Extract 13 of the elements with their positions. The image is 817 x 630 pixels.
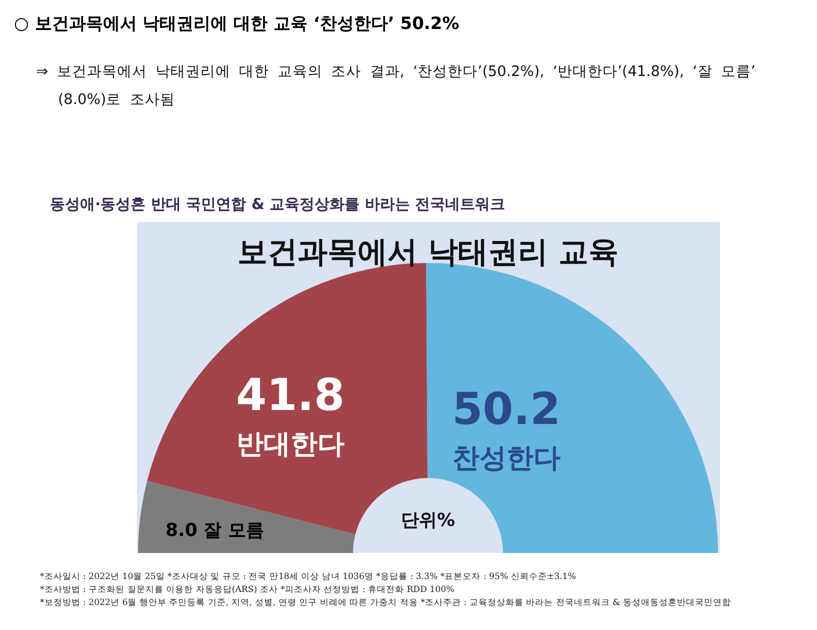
text: ⇒ 보건과목에서 낙태권리에 대한 교육의 조사 결과, ‘찬성한다’(50.2%), ‘반대한다’(41.8%), ‘잘 모름’ (8.0%)로 조사됨 bbox=[36, 63, 756, 110]
data-label: 41.8 bbox=[236, 370, 345, 422]
data-label: 50.2 bbox=[452, 384, 561, 435]
text: *보정방법 : 2022년 6월 행안부 주민등록 기준, 지역, 성별, 연령 인구 비례에 따른 가중치 적용 *조사주관 : 교육정상화를 바라는 전국네트워크 & 동성애동성혼반대국민연합 bbox=[40, 597, 731, 609]
text: *조사방법 : 구조화된 질문지를 이용한 자동응답(ARS) 조사 *피조사자 선정방법 : 휴대전화 RDD 100% bbox=[40, 584, 454, 596]
slice-label: 8.0 잘 모름 bbox=[165, 520, 264, 542]
text: 동성애·동성혼 반대 국민연합 & 교육정상화를 바라는 전국네트워크 bbox=[50, 195, 506, 214]
slice-label: 반대한다 bbox=[236, 429, 344, 460]
text: *조사일시 : 2022년 10월 25일 *조사대상 및 규모 : 전국 만18세 이상 남녀 1036명 *응답률 : 3.3% *표본오차 : 95% 신뢰수준±3.1% bbox=[40, 571, 576, 583]
text: 단위% bbox=[400, 510, 456, 531]
slice-label: 찬성한다 bbox=[452, 442, 560, 474]
text: ○ 보건과목에서 낙태권리에 대한 교육 ‘찬성한다’ 50.2% bbox=[14, 13, 460, 35]
chart-title: 보건과목에서 낙태권리 교육 bbox=[238, 235, 618, 270]
